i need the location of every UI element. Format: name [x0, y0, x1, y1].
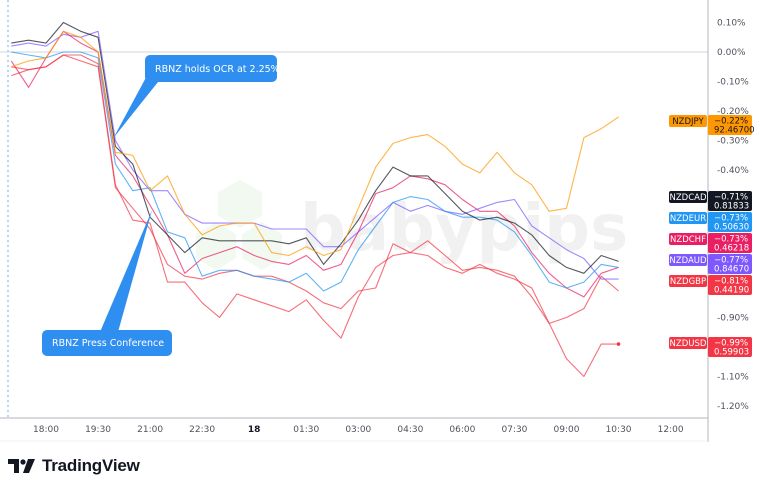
x-tick-label: 04:30	[397, 425, 423, 435]
symbol-name: NZDCAD	[669, 193, 706, 203]
callout-rbnz-press-conference[interactable]	[42, 330, 172, 356]
watermark-logo-icon	[218, 180, 262, 228]
value-badge	[708, 212, 752, 232]
price-label-nzdgbp[interactable]: NZDGBP −0.81%0.44190	[669, 275, 752, 296]
y-tick-label: -0.20%	[717, 107, 749, 117]
chart-background	[0, 0, 768, 442]
last-price: 0.59903	[714, 348, 749, 358]
callout-pointer	[100, 210, 153, 332]
last-point-marker	[616, 342, 621, 346]
watermark-logo-icon	[196, 222, 236, 270]
symbol-badge	[669, 191, 707, 203]
value-badge	[708, 191, 752, 211]
x-tick-label: 19:30	[85, 425, 111, 435]
last-price: 0.81833	[714, 202, 749, 212]
price-label-nzdusd[interactable]: NZDUSD −0.99%0.59903	[669, 337, 752, 358]
price-label-nzdjpy[interactable]: NZDJPY −0.22%92.46700	[669, 115, 755, 136]
tradingview-logo-icon	[8, 459, 35, 473]
percent-change: −0.71%	[714, 193, 748, 203]
symbol-name: NZDAUD	[669, 256, 707, 266]
symbol-name: NZDCHF	[670, 235, 706, 245]
callout-text: RBNZ holds OCR at 2.25%	[155, 64, 280, 75]
callout-pointer	[113, 70, 158, 138]
y-tick-label: -0.30%	[717, 137, 749, 147]
last-price: 0.84670	[714, 265, 749, 275]
series-lines	[10, 21, 621, 378]
price-label-nzdaud[interactable]: NZDAUD −0.77%0.84670	[669, 254, 752, 275]
percent-change: −0.77%	[714, 256, 748, 266]
value-badge	[708, 337, 752, 357]
percent-change: −0.81%	[714, 277, 748, 287]
last-price: 0.46218	[714, 244, 749, 254]
symbol-name: NZDUSD	[670, 339, 707, 349]
x-tick-label: 18:00	[33, 425, 59, 435]
symbol-name: NZDGBP	[670, 277, 706, 287]
x-tick-label: 03:00	[345, 425, 371, 435]
price-label-nzdeur[interactable]: NZDEUR −0.73%0.50630	[669, 212, 752, 233]
series-line-nzdgbp	[11, 54, 619, 324]
y-tick-label: 0.10%	[717, 19, 746, 29]
symbol-name: NZDEUR	[670, 214, 706, 224]
callout-rbnz-ocr[interactable]	[145, 55, 277, 82]
symbol-badge	[669, 275, 707, 287]
x-axis[interactable]: 18:00 19:30 21:00 22:30 18 01:30 03:00 04:30 06:…	[33, 425, 684, 435]
last-price: 0.44190	[714, 286, 749, 296]
symbol-badge	[669, 212, 707, 224]
y-tick-label: -1.20%	[717, 402, 749, 412]
percent-change: −0.99%	[714, 339, 748, 349]
symbol-badge	[669, 337, 707, 349]
x-tick-label: 18	[248, 425, 261, 435]
y-tick-label: -1.10%	[717, 373, 749, 383]
x-tick-label: 01:30	[293, 425, 319, 435]
series-line-nzdaud	[11, 30, 619, 280]
y-tick-label: -0.10%	[717, 78, 749, 88]
symbol-badge	[669, 233, 707, 245]
x-tick-label: 12:00	[658, 425, 684, 435]
y-tick-label: 0.00%	[717, 48, 746, 58]
symbol-name: NZDJPY	[672, 117, 704, 127]
x-tick-label: 06:00	[449, 425, 475, 435]
last-price: 0.50630	[714, 223, 749, 233]
symbol-badge	[669, 115, 707, 127]
value-badge	[708, 254, 752, 274]
tradingview-logo[interactable]: TradingView	[8, 456, 140, 476]
price-label-nzdchf[interactable]: NZDCHF −0.73%0.46218	[669, 233, 752, 254]
percent-change: −0.73%	[714, 235, 748, 245]
annotations: RBNZ holds OCR at 2.25% RBNZ Press Confer…	[42, 55, 280, 356]
value-badge	[708, 115, 752, 135]
price-label-nzdcad[interactable]: NZDCAD −0.71%0.81833	[669, 191, 752, 212]
chart[interactable]: babypips 0.10%0.00%-0.10%-0.20%-0.30%-0.…	[0, 0, 768, 450]
x-tick-label: 22:30	[189, 425, 215, 435]
x-tick-label: 10:30	[606, 425, 632, 435]
percent-change: −0.22%	[714, 117, 748, 127]
series-line-nzdjpy	[11, 30, 619, 257]
y-tick-label: -0.40%	[717, 166, 749, 176]
x-tick-label: 21:00	[137, 425, 163, 435]
series-line-nzdeur	[11, 51, 619, 292]
value-badge	[708, 275, 752, 295]
x-tick-label: 07:30	[501, 425, 527, 435]
x-tick-label: 09:00	[554, 425, 580, 435]
value-badge	[708, 233, 752, 253]
tradingview-logo-text: TradingView	[42, 456, 140, 475]
last-price: 92.46700	[714, 126, 755, 136]
y-axis[interactable]: 0.10% 0.00% -0.10% -0.20% -0.30% -0.40% -0.90%…	[717, 19, 749, 413]
symbol-badge	[669, 254, 707, 266]
y-tick-label: -0.90%	[717, 314, 749, 324]
percent-change: −0.73%	[714, 214, 748, 224]
watermark-logo-icon	[242, 222, 282, 270]
callout-text: RBNZ Press Conference	[52, 338, 164, 349]
